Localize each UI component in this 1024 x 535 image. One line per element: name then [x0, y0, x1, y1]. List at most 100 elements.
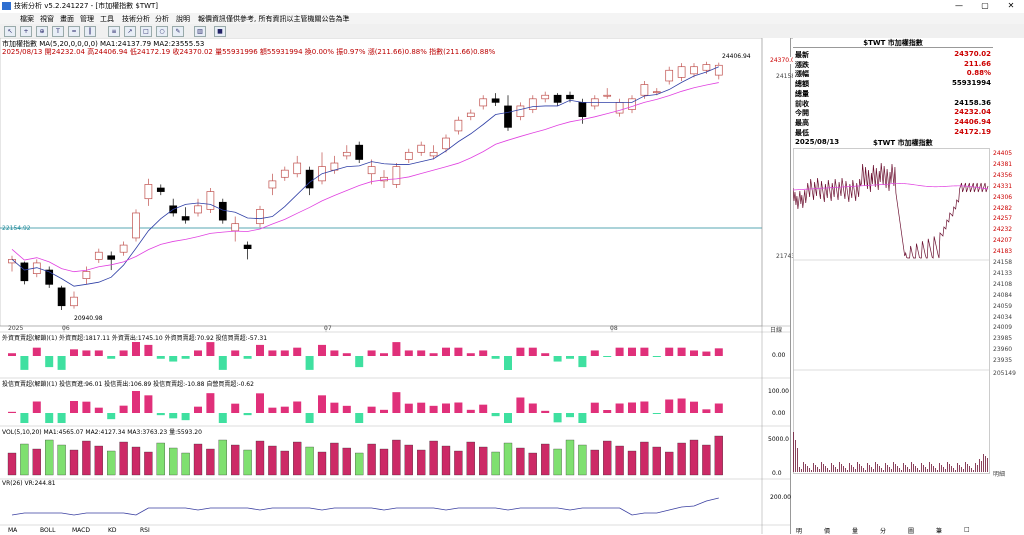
intraday-tab-1[interactable]: 價 — [824, 528, 831, 535]
intraday-price-line — [793, 162, 989, 259]
trust-bar — [256, 393, 264, 413]
intraday-tick: 24331 — [993, 182, 1013, 190]
intraday-tick: 24133 — [993, 269, 1013, 277]
zoom-icon[interactable]: ⊕ — [36, 26, 48, 37]
disclaimer-text: 報價資訊僅供參考, 所有資訊以主管機關公告為準 — [198, 15, 350, 23]
minimize-icon[interactable]: — — [955, 1, 963, 10]
close-icon[interactable]: ✕ — [1007, 1, 1015, 10]
candle-body — [454, 119, 463, 132]
trust-bar — [392, 392, 401, 413]
circle-icon[interactable]: ○ — [156, 26, 168, 37]
plus-icon[interactable]: + — [20, 26, 32, 37]
trust-bar — [566, 413, 574, 418]
candle-body — [578, 102, 587, 117]
foreign-bar — [293, 347, 302, 356]
last-price-label: 24370.0 — [770, 57, 795, 64]
intraday-corner[interactable]: 明細 — [993, 471, 1006, 478]
candle-body — [690, 66, 698, 75]
ma20-line — [11, 82, 719, 273]
chart-type-icon[interactable]: ▥ — [194, 26, 206, 37]
trust-bar — [8, 411, 16, 413]
intraday-tab-4[interactable]: 圖 — [908, 528, 915, 535]
fib-icon[interactable]: ≡ — [108, 26, 120, 37]
trust-bar — [107, 413, 116, 420]
intraday-tab-2[interactable]: 量 — [852, 528, 859, 535]
quote-title: $TWT 市加權指數 — [793, 38, 993, 48]
trust-bar — [305, 413, 314, 423]
volume-bar — [627, 450, 637, 476]
quote-label: 總量 — [795, 89, 809, 98]
menu-view[interactable]: 畫面 — [60, 15, 74, 23]
volume-bar — [45, 439, 54, 476]
candle-body — [45, 269, 54, 285]
foreign-bar — [652, 356, 661, 357]
candle-body — [144, 184, 153, 200]
menu-analysis[interactable]: 分析 — [155, 15, 169, 23]
brush-icon[interactable]: ✎ — [172, 26, 184, 37]
quote-row-7: 最高 24406.94 — [795, 118, 991, 128]
intraday-tab-0[interactable]: 明 — [796, 528, 803, 535]
save-icon[interactable]: ■ — [214, 26, 226, 37]
intraday-tick: 23985 — [993, 335, 1013, 343]
candle-body — [442, 137, 450, 150]
intraday-tick: 24282 — [993, 204, 1013, 212]
quote-label: 漲幅 — [795, 70, 809, 79]
volume-bar — [144, 451, 153, 476]
candle-body — [640, 84, 649, 96]
foreign-bar — [640, 347, 649, 356]
candle-body — [404, 151, 413, 160]
text-icon[interactable]: T — [52, 26, 64, 37]
vr-line — [11, 497, 719, 516]
candle-body — [231, 223, 240, 232]
trust-bars-group — [8, 391, 723, 423]
vr-header: VR(26) VR:244.81 — [2, 480, 56, 487]
foreign-bar — [516, 347, 525, 356]
menu-window[interactable]: 視窗 — [40, 15, 54, 23]
volume-bar — [20, 443, 29, 476]
candle-body — [504, 105, 512, 128]
intraday-tick: 24405 — [993, 150, 1013, 157]
candle-body — [243, 244, 252, 249]
intraday-tab-3[interactable]: 分 — [880, 528, 887, 535]
trust-bar — [94, 407, 103, 413]
menu-tech-analysis[interactable]: 技術分析 — [122, 15, 150, 23]
intraday-tab-6[interactable]: □ — [964, 526, 970, 533]
foreign-bar — [132, 342, 140, 356]
foreign-bar — [231, 350, 240, 356]
volume-bar — [82, 440, 91, 476]
x-label-06: 06 — [62, 325, 70, 332]
intraday-tick: 24108 — [993, 280, 1013, 288]
period-label[interactable]: 日線 — [770, 327, 783, 334]
intraday-tick: 24009 — [993, 324, 1013, 332]
volume-bar — [429, 440, 438, 476]
foreign-bar — [553, 356, 562, 362]
volume-bar — [218, 439, 227, 476]
volume-bar — [255, 440, 265, 476]
trust-bar — [32, 401, 41, 413]
trust-bar — [156, 413, 165, 416]
tab-boll[interactable]: BOLL — [40, 527, 56, 534]
tab-rsi[interactable]: RSI — [140, 527, 150, 534]
trust-bar — [702, 409, 711, 413]
foreign-bar — [280, 350, 289, 356]
menu-file[interactable]: 檔案 — [20, 15, 34, 23]
chart-area[interactable]: 市加權指數 MA(5,20,0,0,0,0) MA1:24137.79 MA2:… — [0, 38, 795, 534]
intraday-tab-5[interactable]: 筆 — [936, 528, 943, 535]
maximize-icon[interactable]: ▢ — [981, 1, 989, 10]
tab-kd[interactable]: KD — [108, 527, 117, 534]
trust-bar — [380, 409, 388, 413]
volume-bar — [553, 448, 562, 476]
menu-help[interactable]: 說明 — [176, 15, 190, 23]
rect-icon[interactable]: □ — [140, 26, 152, 37]
cursor-icon[interactable]: ↖ — [4, 26, 16, 37]
menu-manage[interactable]: 管理 — [80, 15, 94, 23]
arrow-icon[interactable]: ↗ — [124, 26, 136, 37]
foreign-bar — [615, 347, 624, 356]
menu-tools[interactable]: 工具 — [100, 15, 114, 23]
tab-ma[interactable]: MA — [8, 527, 18, 534]
foreign-bar — [702, 351, 711, 356]
hline-icon[interactable]: ═ — [68, 26, 80, 37]
tab-macd[interactable]: MACD — [72, 527, 90, 534]
vline-icon[interactable]: ║ — [84, 26, 96, 37]
candle-body — [70, 296, 78, 307]
